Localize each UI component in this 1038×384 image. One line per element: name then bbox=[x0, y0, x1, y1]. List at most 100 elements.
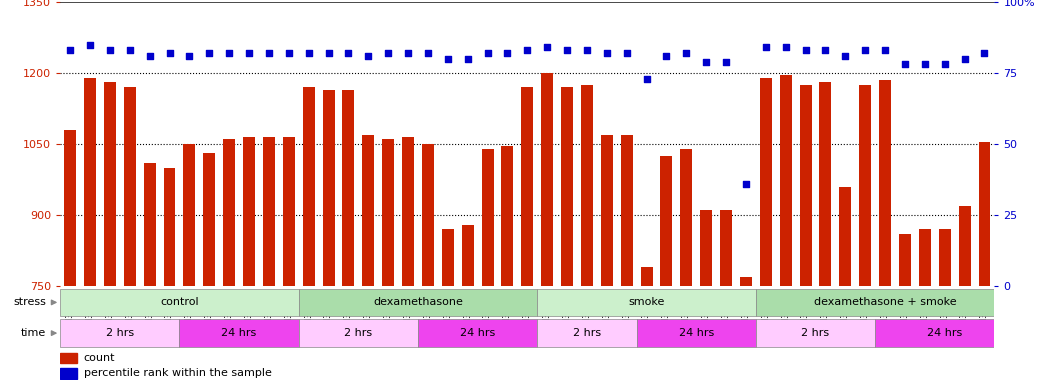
Point bbox=[877, 47, 894, 53]
Point bbox=[976, 50, 992, 56]
Point bbox=[439, 56, 456, 62]
Bar bbox=[64, 130, 76, 286]
Bar bbox=[621, 134, 632, 286]
Bar bbox=[343, 89, 354, 286]
Bar bbox=[780, 75, 792, 286]
Bar bbox=[180, 319, 299, 347]
Point bbox=[519, 47, 536, 53]
Point bbox=[619, 50, 635, 56]
Text: stress: stress bbox=[13, 297, 47, 308]
Text: 24 hrs: 24 hrs bbox=[221, 328, 256, 338]
Point bbox=[539, 44, 555, 50]
Bar bbox=[879, 80, 891, 286]
Bar bbox=[84, 78, 95, 286]
Bar bbox=[538, 289, 756, 316]
Text: 2 hrs: 2 hrs bbox=[573, 328, 601, 338]
Point bbox=[499, 50, 516, 56]
Bar bbox=[660, 156, 673, 286]
Bar bbox=[184, 144, 195, 286]
Bar bbox=[60, 289, 299, 316]
Text: percentile rank within the sample: percentile rank within the sample bbox=[83, 368, 271, 378]
Bar bbox=[422, 144, 434, 286]
Bar bbox=[799, 85, 812, 286]
Bar bbox=[323, 89, 334, 286]
Bar bbox=[501, 146, 514, 286]
Bar bbox=[840, 187, 851, 286]
Bar bbox=[124, 87, 136, 286]
Bar bbox=[362, 134, 375, 286]
Bar bbox=[720, 210, 732, 286]
Bar bbox=[482, 149, 493, 286]
Point bbox=[797, 47, 814, 53]
Bar bbox=[521, 87, 534, 286]
Text: 24 hrs: 24 hrs bbox=[927, 328, 962, 338]
Point bbox=[280, 50, 297, 56]
Text: 2 hrs: 2 hrs bbox=[345, 328, 373, 338]
Point bbox=[460, 56, 476, 62]
Point bbox=[340, 50, 357, 56]
Point bbox=[837, 53, 853, 59]
Text: 2 hrs: 2 hrs bbox=[106, 328, 134, 338]
Bar bbox=[756, 319, 875, 347]
Text: control: control bbox=[160, 297, 198, 308]
Bar bbox=[104, 83, 116, 286]
Bar bbox=[760, 78, 772, 286]
Point bbox=[360, 53, 377, 59]
Bar bbox=[303, 87, 315, 286]
Point bbox=[419, 50, 436, 56]
Text: count: count bbox=[83, 353, 115, 363]
Bar bbox=[979, 142, 990, 286]
Point bbox=[599, 50, 616, 56]
Bar bbox=[402, 137, 414, 286]
Bar bbox=[756, 289, 1014, 316]
Point bbox=[121, 47, 138, 53]
Point bbox=[141, 53, 158, 59]
Bar bbox=[701, 210, 712, 286]
Bar bbox=[442, 229, 454, 286]
Bar bbox=[243, 137, 255, 286]
Point bbox=[321, 50, 337, 56]
Point bbox=[578, 47, 595, 53]
Point bbox=[917, 61, 933, 68]
Point bbox=[558, 47, 575, 53]
Bar bbox=[299, 319, 418, 347]
Point bbox=[221, 50, 238, 56]
Bar bbox=[203, 154, 215, 286]
Point bbox=[241, 50, 257, 56]
Point bbox=[261, 50, 277, 56]
Bar bbox=[919, 229, 931, 286]
Point bbox=[758, 44, 774, 50]
Point bbox=[82, 41, 99, 48]
Point bbox=[658, 53, 675, 59]
Point bbox=[480, 50, 496, 56]
Bar bbox=[636, 319, 756, 347]
Text: dexamethasone + smoke: dexamethasone + smoke bbox=[814, 297, 956, 308]
Point bbox=[936, 61, 953, 68]
Bar bbox=[382, 139, 394, 286]
Point bbox=[698, 58, 714, 65]
Bar bbox=[538, 319, 636, 347]
Bar bbox=[541, 73, 553, 286]
Bar bbox=[299, 289, 538, 316]
Point bbox=[897, 61, 913, 68]
Bar bbox=[640, 267, 653, 286]
Bar bbox=[223, 139, 236, 286]
Point bbox=[678, 50, 694, 56]
Text: dexamethasone: dexamethasone bbox=[373, 297, 463, 308]
Bar bbox=[282, 137, 295, 286]
Point bbox=[638, 76, 655, 82]
Point bbox=[738, 181, 755, 187]
Bar bbox=[740, 276, 752, 286]
Point bbox=[62, 47, 79, 53]
Text: smoke: smoke bbox=[628, 297, 664, 308]
Point bbox=[161, 50, 177, 56]
Bar bbox=[680, 149, 692, 286]
Point bbox=[717, 58, 734, 65]
Bar bbox=[899, 234, 911, 286]
Point bbox=[102, 47, 118, 53]
Point bbox=[380, 50, 397, 56]
Text: 24 hrs: 24 hrs bbox=[460, 328, 495, 338]
Bar bbox=[562, 87, 573, 286]
Point bbox=[956, 56, 973, 62]
Bar bbox=[819, 83, 831, 286]
